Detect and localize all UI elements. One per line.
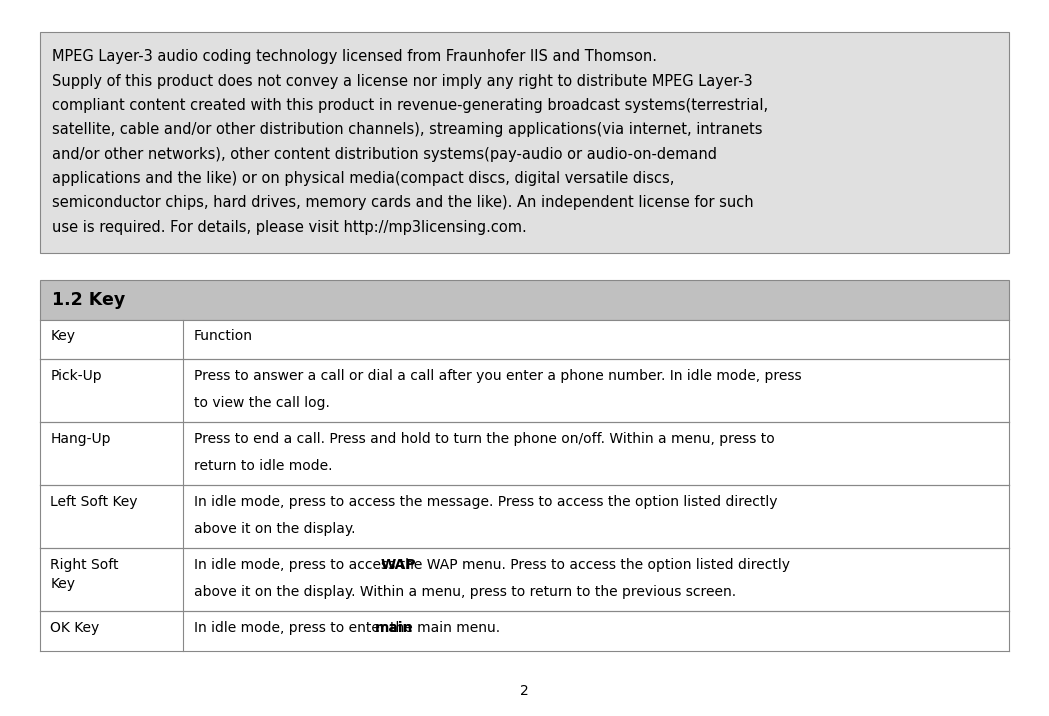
Text: satellite, cable and/or other distribution channels), streaming applications(via: satellite, cable and/or other distributi… [52, 122, 763, 137]
Bar [40, 280, 1009, 320]
Text: applications and the like) or on physical media(compact discs, digital versatile: applications and the like) or on physica… [52, 171, 675, 186]
Text: Press to end a call. Press and hold to turn the phone on/off. Within a menu, pre: Press to end a call. Press and hold to t… [194, 432, 774, 446]
Text: and/or other networks), other content distribution systems(pay-audio or audio-on: and/or other networks), other content di… [52, 147, 718, 162]
Text: MPEG Layer-3 audio coding technology licensed from Fraunhofer IIS and Thomson.: MPEG Layer-3 audio coding technology lic… [52, 49, 658, 64]
Text: semiconductor chips, hard drives, memory cards and the like). An independent lic: semiconductor chips, hard drives, memory… [52, 195, 754, 211]
Text: In idle mode, press to enter the: In idle mode, press to enter the [194, 621, 416, 635]
Text: In idle mode, press to access the message. Press to access the option listed dir: In idle mode, press to access the messag… [194, 495, 777, 509]
Text: Hang-Up: Hang-Up [50, 432, 111, 446]
Bar [40, 32, 1009, 253]
Text: above it on the display. Within a menu, press to return to the previous screen.: above it on the display. Within a menu, … [194, 585, 736, 599]
Bar [40, 548, 1009, 611]
Text: return to idle mode.: return to idle mode. [194, 459, 333, 473]
Text: Left Soft Key: Left Soft Key [50, 495, 137, 509]
Bar [40, 422, 1009, 485]
Text: Function: Function [194, 329, 253, 344]
Text: above it on the display.: above it on the display. [194, 522, 356, 536]
Text: compliant content created with this product in revenue-generating broadcast syst: compliant content created with this prod… [52, 98, 769, 113]
Text: 2: 2 [520, 684, 529, 698]
Bar [40, 320, 1009, 359]
Text: 1.2 Key: 1.2 Key [52, 291, 126, 309]
Text: Key: Key [50, 329, 76, 344]
Bar [40, 611, 1009, 651]
Text: Press to answer a call or dial a call after you enter a phone number. In idle mo: Press to answer a call or dial a call af… [194, 369, 801, 383]
Text: use is required. For details, please visit http://mp3licensing.com.: use is required. For details, please vis… [52, 220, 528, 235]
Bar [40, 359, 1009, 422]
Text: OK Key: OK Key [50, 621, 100, 635]
Text: Right Soft
Key: Right Soft Key [50, 558, 119, 591]
Bar [40, 485, 1009, 548]
Text: to view the call log.: to view the call log. [194, 396, 329, 410]
Text: main: main [376, 621, 413, 635]
Text: In idle mode, press to access the WAP menu. Press to access the option listed di: In idle mode, press to access the WAP me… [194, 558, 790, 572]
Text: In idle mode, press to enter the main menu.: In idle mode, press to enter the main me… [194, 621, 500, 635]
Text: Supply of this product does not convey a license nor imply any right to distribu: Supply of this product does not convey a… [52, 74, 753, 89]
Text: Pick-Up: Pick-Up [50, 369, 102, 383]
Text: WAP: WAP [381, 558, 416, 572]
Text: In idle mode, press to access the: In idle mode, press to access the [194, 558, 427, 572]
